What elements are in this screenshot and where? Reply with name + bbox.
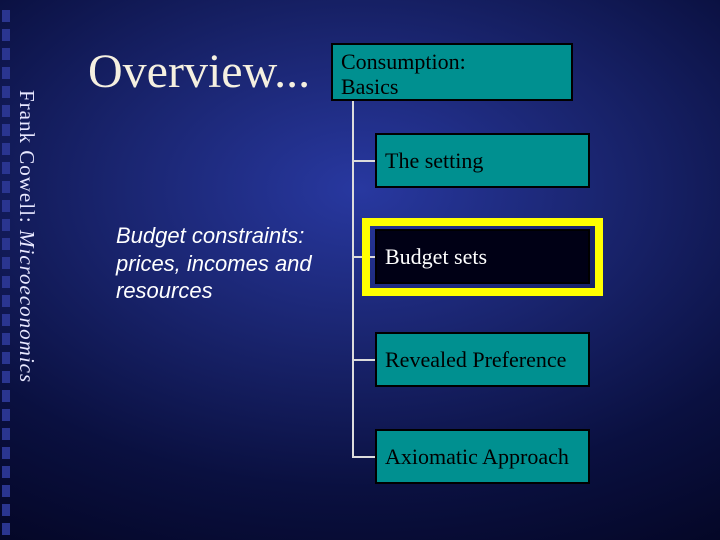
tree-child-box-active: Budget sets — [375, 229, 590, 284]
author-name: Frank Cowell: — [15, 90, 39, 230]
tree-child-box: Revealed Preference — [375, 332, 590, 387]
child-label: The setting — [385, 148, 483, 173]
parent-line2: Basics — [341, 74, 398, 99]
slide-description: Budget constraints: prices, incomes and … — [116, 222, 316, 305]
tree-vertical-line — [352, 101, 354, 458]
sidebar-dashes — [2, 0, 10, 540]
page-title: Overview... — [88, 44, 310, 99]
parent-line1: Consumption: — [341, 49, 466, 74]
tree-connector — [352, 456, 375, 458]
tree-child-box: Axiomatic Approach — [375, 429, 590, 484]
child-label: Revealed Preference — [385, 347, 566, 372]
subject-name: Microeconomics — [15, 230, 39, 383]
tree-connector — [352, 359, 375, 361]
tree-child-box: The setting — [375, 133, 590, 188]
child-label: Axiomatic Approach — [385, 444, 569, 469]
tree-parent-box: Consumption: Basics — [331, 43, 573, 101]
tree-connector — [352, 160, 375, 162]
child-label: Budget sets — [385, 244, 487, 269]
sidebar-author: Frank Cowell: Microeconomics — [14, 90, 39, 383]
